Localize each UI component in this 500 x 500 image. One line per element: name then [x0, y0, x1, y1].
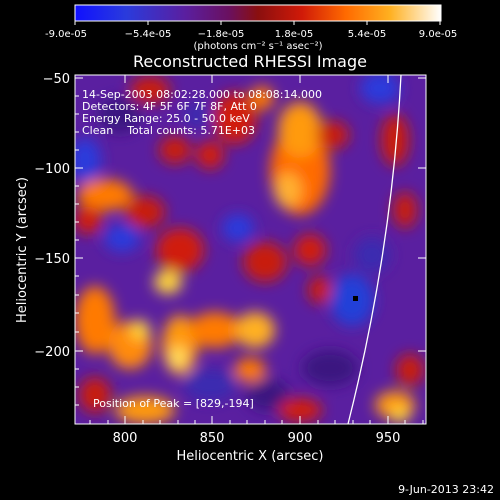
colorbar-units: (photons cm⁻² s⁻¹ asec⁻²): [193, 41, 322, 52]
annotation-time-range: 14-Sep-2003 08:02:28.000 to 08:08:14.000: [82, 88, 322, 101]
y-axis-label: Heliocentric Y (arcsec): [15, 177, 30, 323]
solar-limb-line: [347, 75, 402, 424]
annotation-energy-range: Energy Range: 25.0 - 50.0 keV: [82, 112, 250, 125]
x-tick-label: 800: [113, 431, 138, 446]
colorbar: [74, 4, 442, 22]
colorbar-tick-label: 1.8e-05: [275, 29, 313, 40]
footer-date: 9-Jun-2013 23:42: [398, 483, 494, 496]
y-tick-label: −100: [34, 162, 70, 177]
colorbar-tick-label: −1.8e-05: [198, 29, 245, 40]
plot-frame: [74, 74, 427, 425]
colorbar-tick-label: -9.0e-05: [45, 29, 87, 40]
x-axis-label: Heliocentric X (arcsec): [177, 449, 324, 464]
peak-marker: [353, 296, 358, 301]
x-tick-label: 900: [288, 431, 313, 446]
image-map: [75, 75, 426, 424]
x-tick-label: 950: [376, 431, 401, 446]
x-tick-label: 850: [200, 431, 225, 446]
plot-title: Reconstructed RHESSI Image: [133, 52, 367, 71]
annotation-clean-counts: Clean Total counts: 5.71E+03: [82, 124, 255, 137]
y-axis-ticks: [75, 77, 426, 406]
annotation-peak-position: Position of Peak = [829,-194]: [93, 397, 254, 410]
colorbar-tick-label: 5.4e-05: [348, 29, 386, 40]
colorbar-ticks: [74, 21, 441, 25]
x-axis-ticks: [89, 75, 424, 424]
colorbar-tick-label: −5.4e-05: [125, 29, 172, 40]
y-tick-label: −200: [34, 345, 70, 360]
y-tick-label: −50: [43, 72, 70, 87]
annotation-detectors: Detectors: 4F 5F 6F 7F 8F, Att 0: [82, 100, 257, 113]
y-tick-label: −150: [34, 252, 70, 267]
colorbar-tick-label: 9.0e-05: [419, 29, 457, 40]
